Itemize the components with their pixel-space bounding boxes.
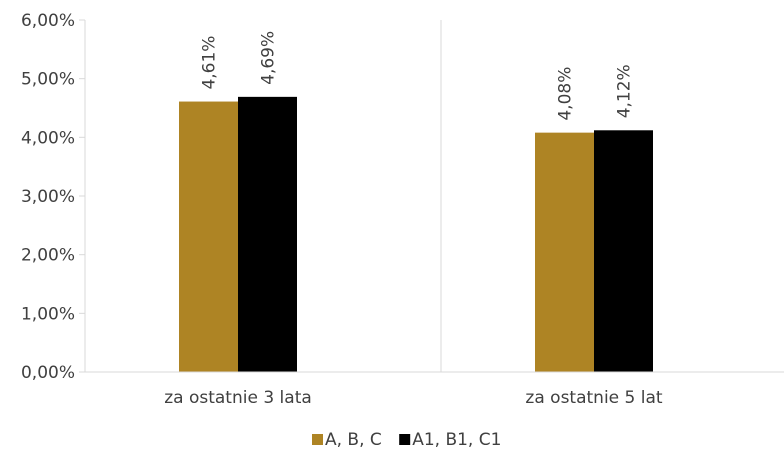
data-label: 4,08% [556,67,576,121]
legend-label: A, B, C [325,430,382,450]
y-tick-label: 5,00% [21,70,75,90]
bar [179,101,238,373]
bar [535,132,594,372]
data-label: 4,12% [615,64,635,118]
bar [594,130,653,372]
y-axis: 0,00% 1,00% 2,00% 3,00% 4,00% 5,00% 6,00% [21,11,86,383]
y-tick-label: 6,00% [21,11,75,31]
data-label: 4,61% [200,36,220,90]
y-tick-label: 0,00% [21,363,75,383]
legend-label: A1, B1, C1 [412,430,501,450]
legend-swatch [312,434,323,445]
data-label: 4,69% [259,31,279,85]
y-tick-label: 3,00% [21,187,75,207]
legend-swatch [399,434,411,445]
y-tick-label: 1,00% [21,304,75,324]
bars [179,96,653,373]
x-axis: za ostatnie 3 lata za ostatnie 5 lat [85,20,784,408]
x-category-label: za ostatnie 5 lat [525,388,662,408]
y-tick-label: 2,00% [21,246,75,266]
x-category-label: za ostatnie 3 lata [164,388,312,408]
y-tick-label: 4,00% [21,128,75,148]
legend: A, B, C A1, B1, C1 [312,430,501,450]
bar [238,96,297,372]
data-labels: 4,61% 4,69% 4,08% 4,12% [200,31,635,121]
